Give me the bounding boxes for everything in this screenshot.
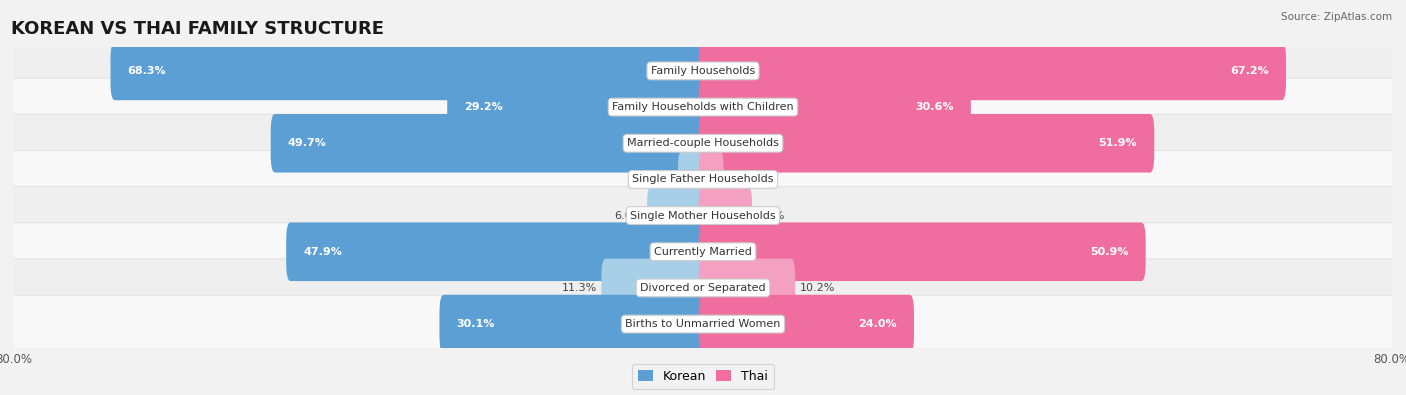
FancyBboxPatch shape <box>7 259 1399 317</box>
Text: 2.4%: 2.4% <box>645 175 673 184</box>
FancyBboxPatch shape <box>699 186 752 245</box>
Text: 1.9%: 1.9% <box>728 175 756 184</box>
Text: 5.2%: 5.2% <box>756 211 785 220</box>
Text: Single Mother Households: Single Mother Households <box>630 211 776 220</box>
FancyBboxPatch shape <box>699 114 1154 173</box>
Legend: Korean, Thai: Korean, Thai <box>631 364 775 389</box>
Text: 51.9%: 51.9% <box>1098 138 1137 148</box>
Text: Currently Married: Currently Married <box>654 247 752 257</box>
FancyBboxPatch shape <box>699 259 796 317</box>
FancyBboxPatch shape <box>447 78 707 136</box>
Text: Divorced or Separated: Divorced or Separated <box>640 283 766 293</box>
FancyBboxPatch shape <box>699 78 970 136</box>
Text: Births to Unmarried Women: Births to Unmarried Women <box>626 319 780 329</box>
FancyBboxPatch shape <box>7 78 1399 136</box>
Text: Family Households with Children: Family Households with Children <box>612 102 794 112</box>
Text: 47.9%: 47.9% <box>304 247 342 257</box>
Text: Source: ZipAtlas.com: Source: ZipAtlas.com <box>1281 12 1392 22</box>
Text: 30.6%: 30.6% <box>915 102 953 112</box>
Text: 11.3%: 11.3% <box>562 283 598 293</box>
FancyBboxPatch shape <box>678 150 707 209</box>
FancyBboxPatch shape <box>699 150 724 209</box>
Text: KOREAN VS THAI FAMILY STRUCTURE: KOREAN VS THAI FAMILY STRUCTURE <box>11 19 384 38</box>
Text: 67.2%: 67.2% <box>1230 66 1268 76</box>
Text: Single Father Households: Single Father Households <box>633 175 773 184</box>
FancyBboxPatch shape <box>7 187 1399 245</box>
FancyBboxPatch shape <box>7 150 1399 208</box>
Text: Family Households: Family Households <box>651 66 755 76</box>
Text: 68.3%: 68.3% <box>128 66 166 76</box>
FancyBboxPatch shape <box>7 223 1399 281</box>
Text: 24.0%: 24.0% <box>858 319 897 329</box>
Text: 30.1%: 30.1% <box>457 319 495 329</box>
FancyBboxPatch shape <box>111 41 707 100</box>
FancyBboxPatch shape <box>7 295 1399 353</box>
Text: 10.2%: 10.2% <box>800 283 835 293</box>
FancyBboxPatch shape <box>271 114 707 173</box>
Text: 6.0%: 6.0% <box>614 211 643 220</box>
FancyBboxPatch shape <box>7 114 1399 172</box>
FancyBboxPatch shape <box>699 295 914 354</box>
Text: 49.7%: 49.7% <box>288 138 326 148</box>
FancyBboxPatch shape <box>287 222 707 281</box>
FancyBboxPatch shape <box>699 41 1286 100</box>
FancyBboxPatch shape <box>440 295 707 354</box>
Text: 50.9%: 50.9% <box>1090 247 1129 257</box>
FancyBboxPatch shape <box>602 259 707 317</box>
FancyBboxPatch shape <box>647 186 707 245</box>
Text: Married-couple Households: Married-couple Households <box>627 138 779 148</box>
FancyBboxPatch shape <box>7 42 1399 100</box>
Text: 29.2%: 29.2% <box>464 102 503 112</box>
FancyBboxPatch shape <box>699 222 1146 281</box>
